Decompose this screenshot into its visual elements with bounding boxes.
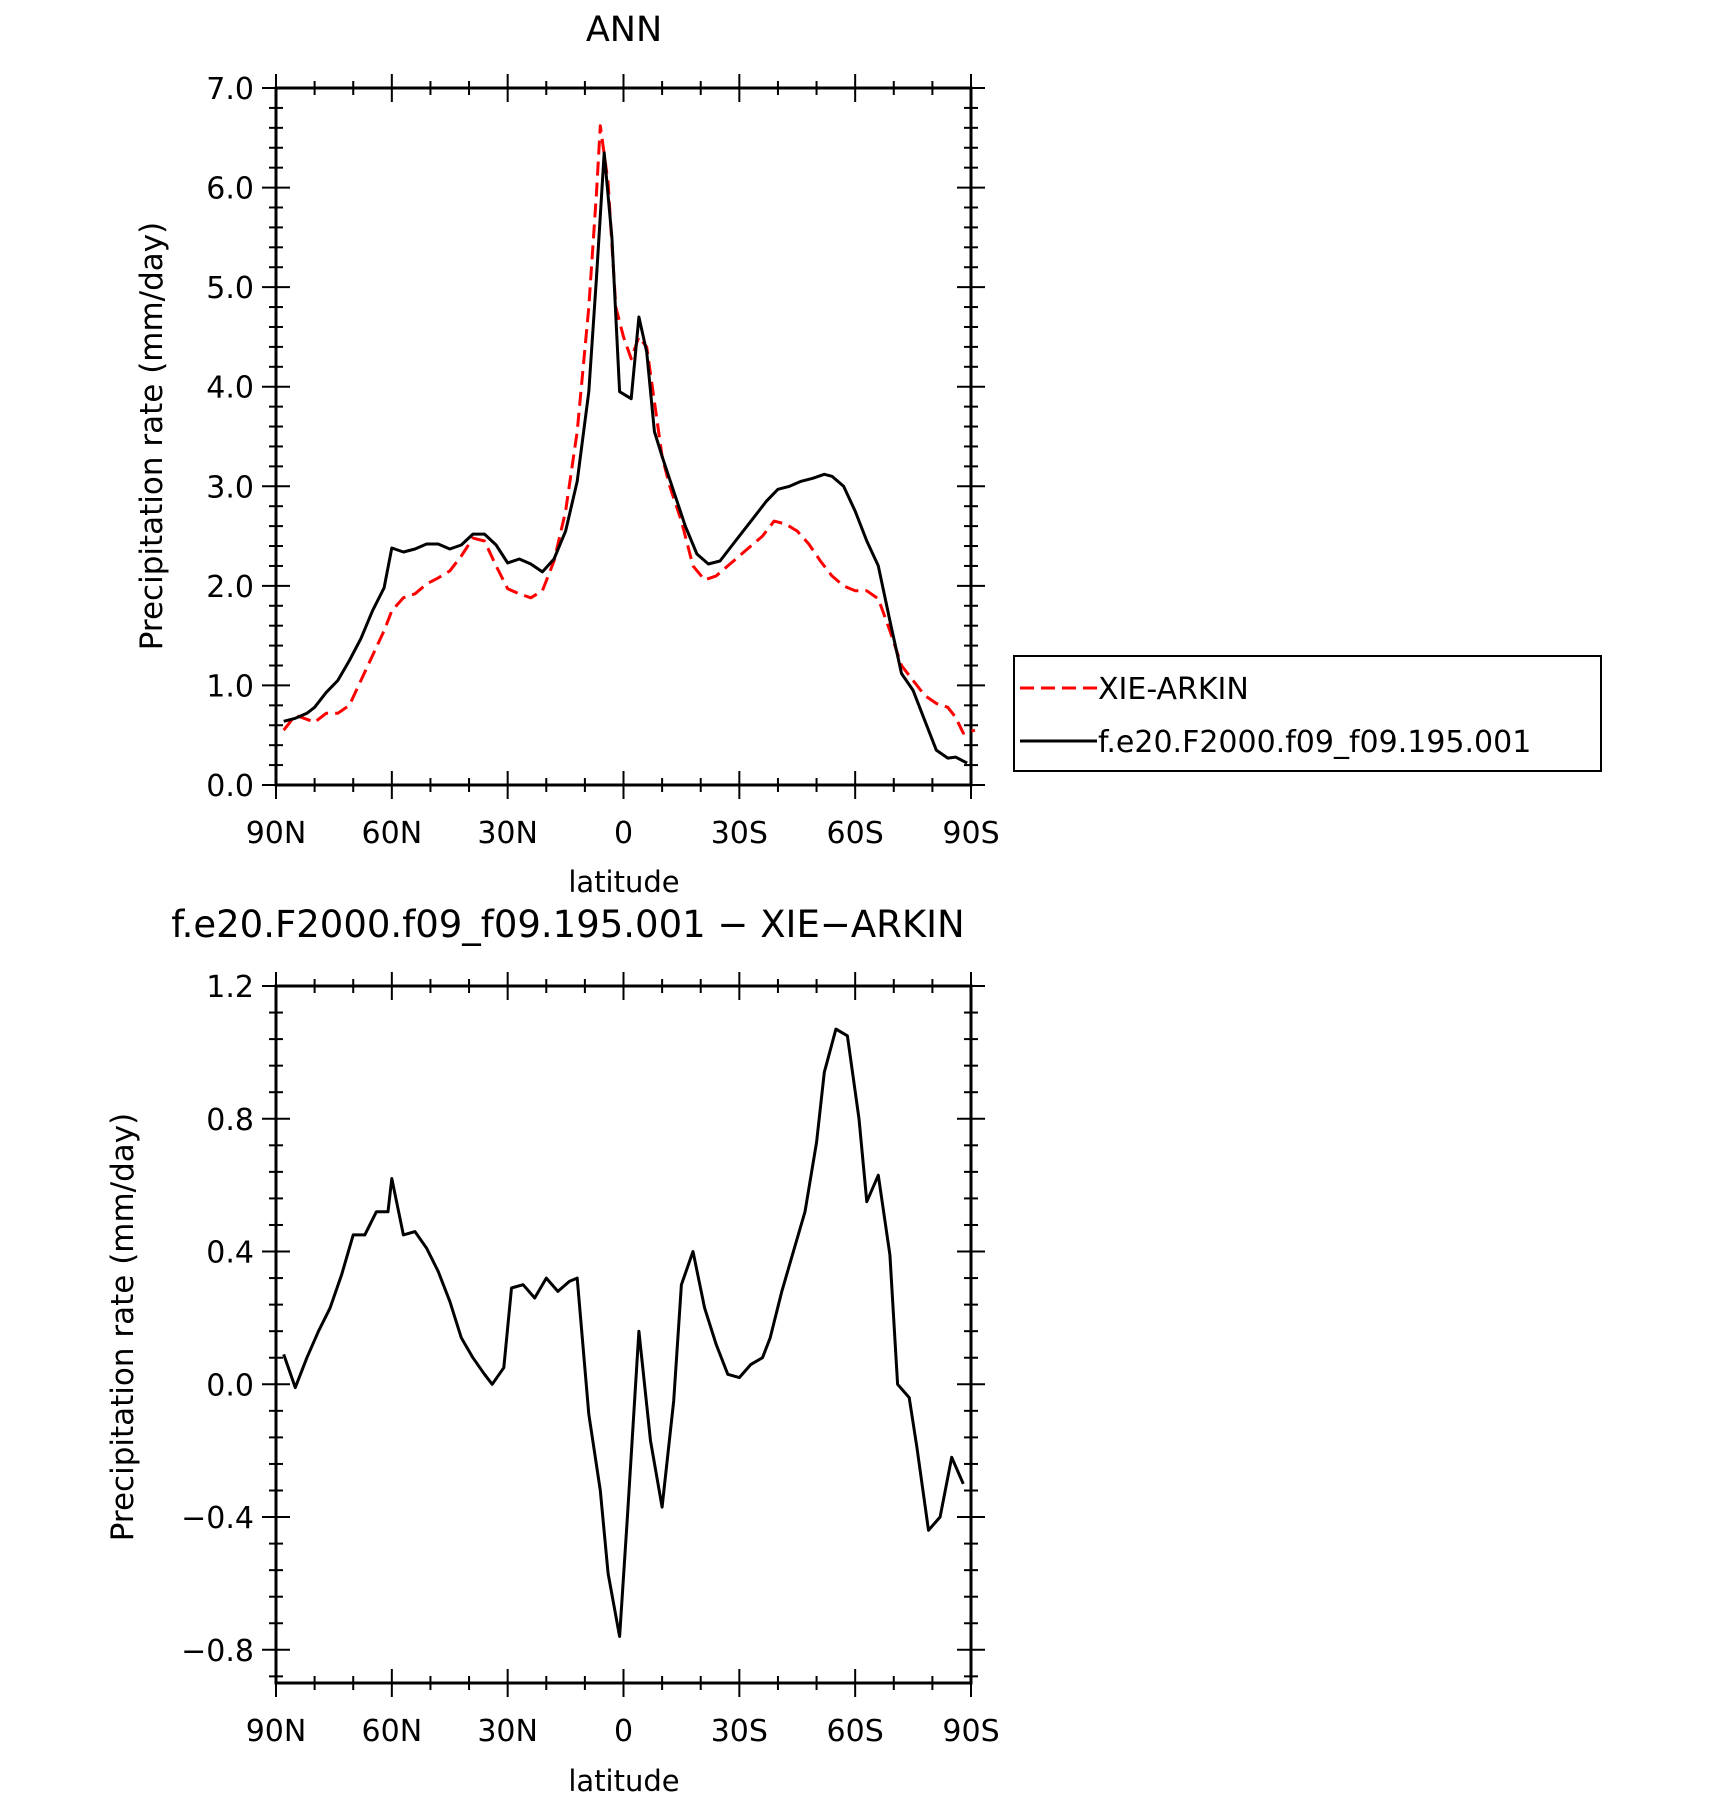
y-tick-label: 0.8	[206, 1103, 254, 1138]
plot-frame	[274, 86, 973, 787]
x-tick-label: 60S	[827, 1714, 884, 1749]
axis-ticks	[262, 972, 985, 1697]
series-lines	[282, 124, 976, 765]
chart-title: ANN	[586, 10, 662, 50]
x-tick-labels: 90N 60N 30N 0 30S 60S 90S	[246, 816, 1000, 851]
y-tick-label: 3.0	[206, 470, 254, 505]
x-tick-label: 0	[614, 816, 633, 851]
y-tick-label: 0.4	[206, 1236, 254, 1271]
x-tick-label: 90S	[942, 1714, 999, 1749]
y-axis-label: Precipitation rate (mm/day)	[105, 1113, 141, 1542]
y-tick-label: 6.0	[206, 172, 254, 207]
y-tick-label: 0.0	[206, 769, 254, 804]
x-tick-labels: 90N 60N 30N 0 30S 60S 90S	[246, 1714, 1000, 1749]
x-tick-label: 90S	[942, 816, 999, 851]
series-lines	[282, 1027, 965, 1638]
x-axis-label: latitude	[568, 1764, 679, 1798]
y-tick-label: 0.0	[206, 1368, 254, 1403]
panel-difference: f.e20.F2000.f09_f09.195.001 − XIE−ARKIN …	[105, 903, 1000, 1798]
series-line-xie-arkin	[282, 124, 976, 735]
series-line-f-e20-f2000-f09-f09-195-001	[283, 151, 968, 765]
x-tick-label: 60N	[362, 816, 423, 851]
legend: XIE-ARKIN f.e20.F2000.f09_f09.195.001	[1013, 655, 1602, 772]
x-tick-label: 60N	[362, 1714, 423, 1749]
y-tick-label: −0.4	[181, 1501, 254, 1536]
x-tick-label: 30S	[711, 816, 768, 851]
x-tick-label: 60S	[827, 816, 884, 851]
y-tick-label: 4.0	[206, 371, 254, 406]
series-line-difference	[282, 1027, 965, 1638]
y-tick-label: 1.2	[206, 970, 254, 1005]
y-tick-label: 1.0	[206, 669, 254, 704]
y-tick-label: 5.0	[206, 271, 254, 306]
y-tick-label: 2.0	[206, 570, 254, 605]
legend-label-xie-arkin: XIE-ARKIN	[1098, 672, 1249, 707]
legend-label-model: f.e20.F2000.f09_f09.195.001	[1098, 725, 1531, 760]
y-tick-labels: −0.8 −0.4 0.0 0.4 0.8 1.2	[181, 970, 254, 1669]
axis-ticks	[262, 74, 985, 799]
y-tick-label: 7.0	[206, 72, 254, 107]
x-tick-label: 90N	[246, 1714, 307, 1749]
x-tick-label: 90N	[246, 816, 307, 851]
x-tick-label: 30S	[711, 1714, 768, 1749]
y-tick-label: −0.8	[181, 1634, 254, 1669]
y-axis-label: Precipitation rate (mm/day)	[134, 222, 170, 651]
y-tick-labels: 0.0 1.0 2.0 3.0 4.0 5.0 6.0 7.0	[206, 72, 254, 804]
x-tick-label: 0	[614, 1714, 633, 1749]
x-tick-label: 30N	[477, 816, 538, 851]
panel-annual-precipitation: ANN 0.0 1.0 2.0 3.0 4.0 5.0 6.0 7.0 90N 60N 30N 0 3…	[134, 10, 1602, 899]
x-axis-label: latitude	[568, 865, 679, 899]
x-tick-label: 30N	[477, 1714, 538, 1749]
chart-title: f.e20.F2000.f09_f09.195.001 − XIE−ARKIN	[171, 903, 964, 946]
legend-box	[1013, 655, 1602, 772]
